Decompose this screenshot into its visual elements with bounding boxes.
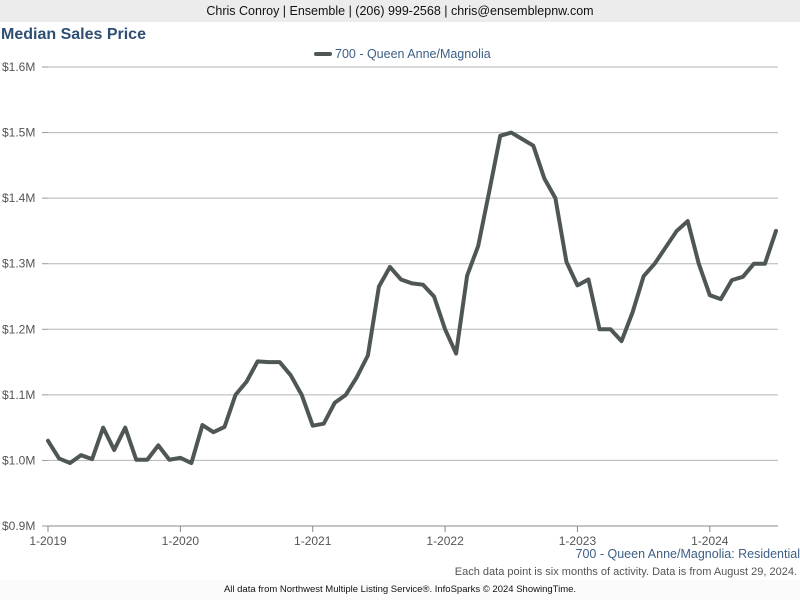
source-footer: All data from Northwest Multiple Listing… (0, 580, 800, 600)
y-tick-label: $1.2M (2, 322, 35, 336)
x-tick-label: 1-2019 (29, 534, 67, 548)
legend-label: 700 - Queen Anne/Magnolia (335, 47, 491, 61)
area-label: 700 - Queen Anne/Magnolia: Residential (575, 547, 800, 561)
source-text: All data from Northwest Multiple Listing… (223, 584, 577, 595)
contact-header: Chris Conroy | Ensemble | (206) 999-2568… (0, 0, 800, 22)
data-note: Each data point is six months of activit… (454, 566, 797, 578)
y-tick-label: $1.0M (2, 453, 35, 467)
y-tick-label: $1.6M (2, 60, 35, 74)
y-tick-label: $0.9M (2, 519, 35, 533)
y-tick-label: $1.3M (2, 257, 35, 271)
x-tick-label: 1-2021 (294, 534, 332, 548)
chart-title: Median Sales Price (1, 26, 146, 43)
x-tick-label: 1-2024 (691, 534, 729, 548)
y-tick-label: $1.5M (2, 126, 35, 140)
series-line (46, 130, 778, 466)
x-tick-label: 1-2020 (162, 534, 200, 548)
line-chart: $0.9M $1.0M $1.1M $1.2M $1.3M $1.4M $1.5M $1.6M… (2, 47, 778, 548)
x-tick-label: 1-2022 (426, 534, 464, 548)
y-tick-label: $1.4M (2, 191, 35, 205)
y-tick-label: $1.1M (2, 388, 35, 402)
x-tick-label: 1-2023 (559, 534, 597, 548)
contact-line: Chris Conroy | Ensemble | (206) 999-2568… (206, 4, 594, 18)
